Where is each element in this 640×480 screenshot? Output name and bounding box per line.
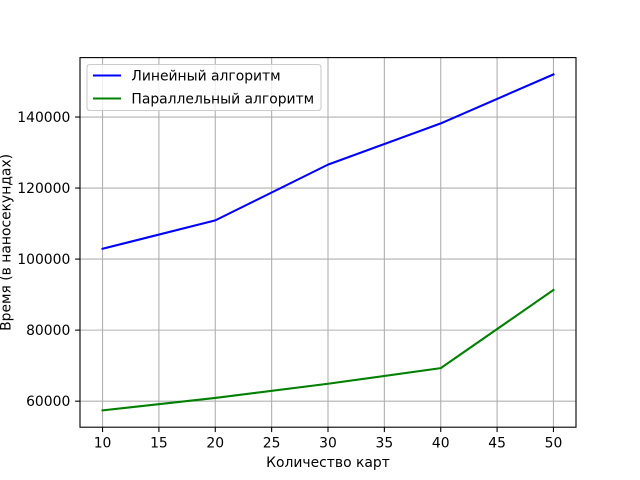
y-tick-label: 140000 [17, 110, 70, 126]
legend-entry: Параллельный алгоритм [93, 92, 314, 108]
x-tick-label: 50 [545, 436, 563, 452]
axis-ticks: 10 15 20 25 30 35 40 45 50 60000 80000 100000 120000… [17, 110, 562, 451]
x-tick-label: 10 [94, 436, 112, 452]
y-tick-label: 60000 [26, 394, 70, 410]
x-tick-label: 40 [432, 436, 450, 452]
series-line-1 [101, 73, 555, 251]
y-tick-label: 80000 [26, 323, 70, 339]
x-tick-label: 25 [263, 436, 281, 452]
x-tick-label: 20 [206, 436, 224, 452]
x-tick-label: 35 [376, 436, 394, 452]
y-tick-label: 100000 [17, 252, 70, 268]
grid-lines [80, 57, 576, 428]
x-tick-label: 30 [319, 436, 337, 452]
x-tick-label: 45 [488, 436, 506, 452]
x-tick-label: 15 [150, 436, 168, 452]
series-line-2 [101, 288, 555, 412]
y-axis-label: Время (в наносекундах) [0, 154, 15, 331]
legend: Линейный алгоритм Параллельный алгоритм [86, 63, 322, 112]
series-lines [101, 73, 555, 412]
legend-label: Линейный алгоритм [131, 69, 280, 85]
legend-entry: Линейный алгоритм [93, 69, 281, 85]
legend-label: Параллельный алгоритм [131, 92, 314, 108]
y-tick-label: 120000 [17, 181, 70, 197]
legend-box [86, 63, 322, 112]
x-axis-label: Количество карт [266, 455, 390, 471]
